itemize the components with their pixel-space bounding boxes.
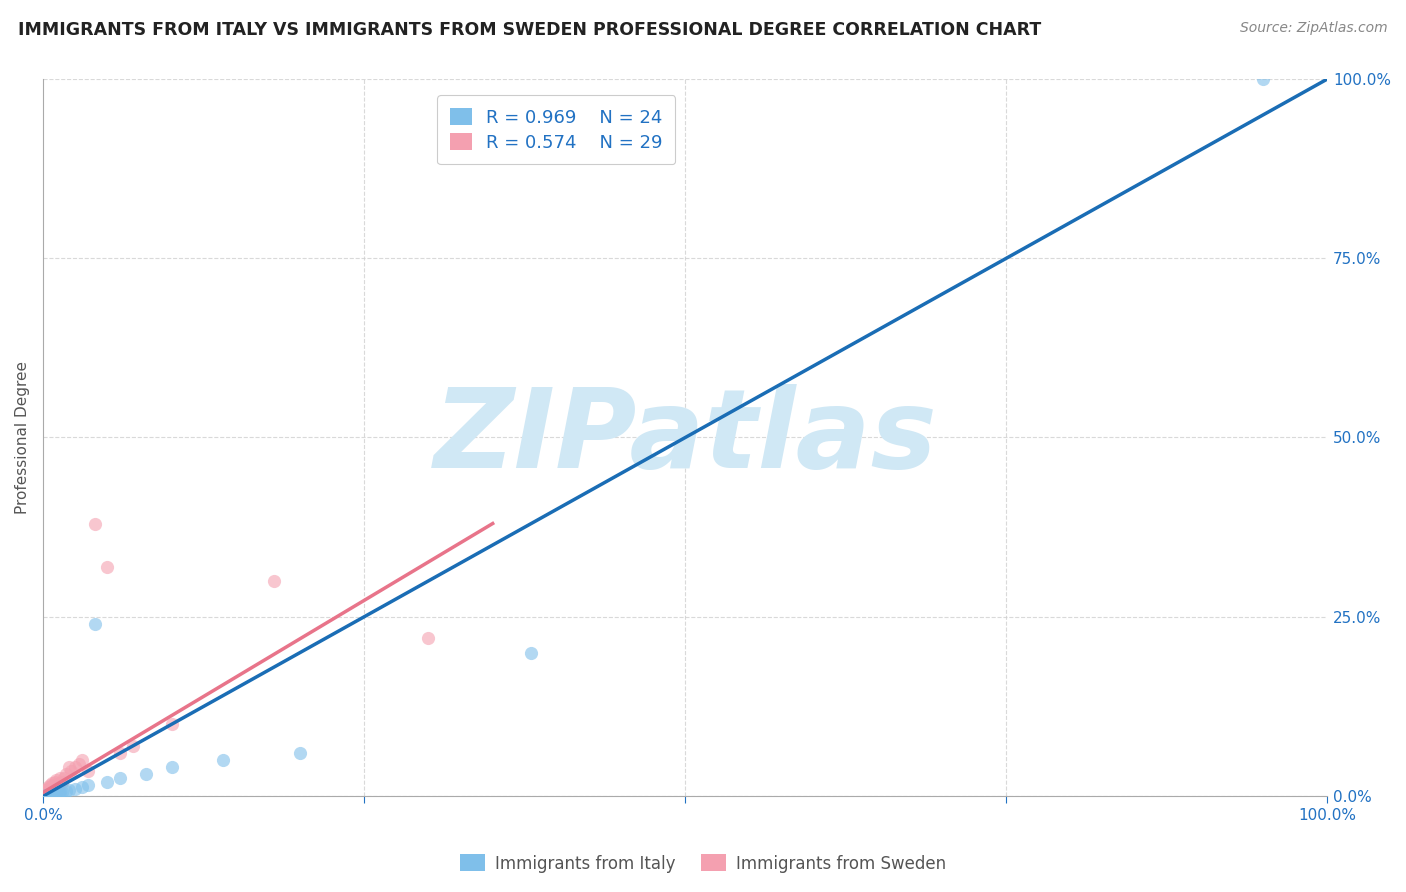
Point (44, 774, 66, 789)
Point (34, 785, 56, 799)
Point (48, 786, 70, 800)
Point (58, 783, 80, 797)
Point (110, 746, 132, 760)
Point (35, 788, 58, 802)
Point (35, 789, 58, 803)
Point (520, 646, 543, 660)
Point (77, 764, 100, 778)
Point (45, 785, 67, 799)
Text: IMMIGRANTS FROM ITALY VS IMMIGRANTS FROM SWEDEN PROFESSIONAL DEGREE CORRELATION : IMMIGRANTS FROM ITALY VS IMMIGRANTS FROM… (18, 21, 1042, 38)
Legend: Immigrants from Italy, Immigrants from Sweden: Immigrants from Italy, Immigrants from S… (454, 847, 952, 880)
Point (55, 767, 77, 781)
Text: ZIPatlas: ZIPatlas (433, 384, 938, 491)
Point (41, 786, 63, 800)
Point (110, 771, 132, 785)
Point (51, 774, 73, 789)
Point (48, 776, 70, 790)
Point (32, 789, 55, 803)
Point (83, 516, 105, 531)
Point (35, 783, 58, 797)
Point (65, 781, 87, 796)
Point (77, 778, 100, 792)
Point (65, 760, 87, 774)
Point (58, 760, 80, 774)
Point (135, 767, 157, 781)
Point (263, 574, 285, 588)
Point (160, 760, 183, 774)
Point (67, 756, 90, 771)
Point (70, 753, 93, 767)
Point (38, 778, 60, 792)
Point (42, 777, 65, 791)
Point (55, 784, 77, 798)
Point (32, 789, 55, 803)
Point (42, 787, 65, 801)
Point (160, 717, 183, 731)
Text: Source: ZipAtlas.com: Source: ZipAtlas.com (1240, 21, 1388, 35)
Point (96, 774, 118, 789)
Point (122, 739, 145, 753)
Legend: R = 0.969    N = 24, R = 0.574    N = 29: R = 0.969 N = 24, R = 0.574 N = 29 (437, 95, 675, 164)
Y-axis label: Professional Degree: Professional Degree (15, 361, 30, 514)
Point (70, 780, 93, 795)
Point (83, 616, 105, 631)
Point (51, 785, 73, 799)
Point (1251, 72, 1274, 87)
Point (418, 632, 440, 646)
Point (288, 746, 311, 760)
Point (39, 780, 62, 794)
Point (60, 764, 83, 778)
Point (41, 776, 63, 790)
Point (37, 780, 59, 795)
Point (49, 771, 72, 785)
Point (45, 773, 67, 788)
Point (96, 559, 118, 574)
Point (49, 785, 72, 799)
Point (52, 771, 75, 785)
Point (35, 781, 58, 796)
Point (38, 787, 60, 801)
Point (212, 753, 235, 767)
